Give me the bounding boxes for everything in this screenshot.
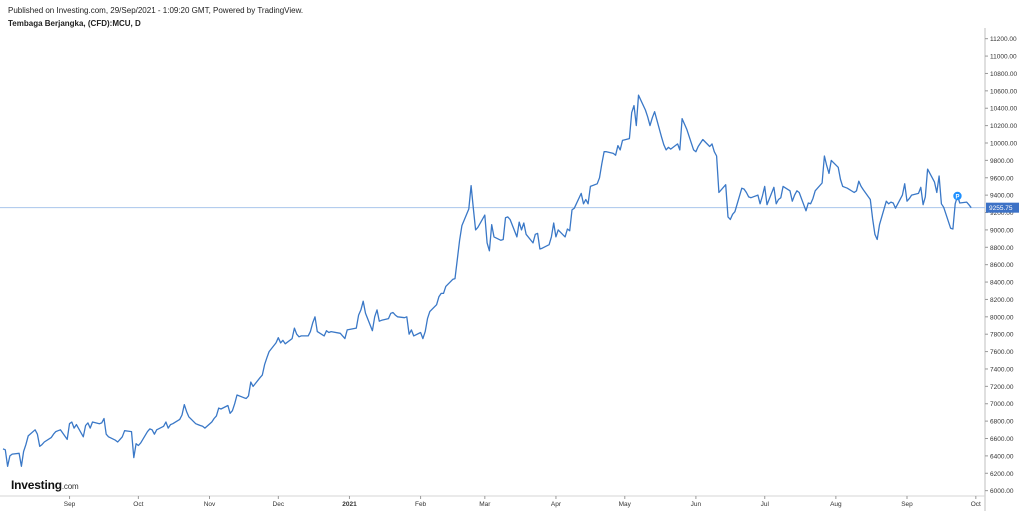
y-tick-label: 9600.00 [990,175,1014,182]
y-tick-label: 8800.00 [990,245,1014,252]
y-tick-label: 6400.00 [990,453,1014,460]
y-tick-label: 7200.00 [990,384,1014,391]
x-tick-label: Sep [64,501,76,508]
x-tick-label: Oct [133,501,143,508]
y-tick-label: 10600.00 [990,88,1017,95]
y-tick-label: 8400.00 [990,280,1014,287]
last-price-badge [986,202,1019,213]
y-axis: 11200.00 11000.00 10800.00 10600.00 10400.00… [984,28,1019,511]
x-axis: Sep Oct Nov Dec 2021 Feb Mar Apr May Jun Jul Aug Sep… [0,495,985,508]
x-tick-label: Dec [273,501,285,508]
investing-logo: Investing.com [11,478,79,492]
price-series-line [2,94,972,467]
y-tick-label: 8200.00 [990,297,1014,304]
y-tick-label: 10000.00 [990,140,1017,147]
event-marker [953,191,962,201]
logo-main: Investing [11,478,62,492]
y-tick-label: 10800.00 [990,71,1017,78]
x-tick-label: Aug [830,501,842,508]
x-tick-label: Feb [415,501,427,508]
x-tick-label: May [619,501,632,508]
symbol-title: Tembaga Berjangka, (CFD):MCU, D [8,19,141,28]
x-tick-label: Apr [551,501,562,508]
y-tick-label: 10400.00 [990,106,1017,113]
y-tick-label: 7800.00 [990,332,1014,339]
y-tick-label: 6000.00 [990,488,1014,495]
y-tick-label: 9800.00 [990,158,1014,165]
event-marker-label: P [955,194,959,200]
logo-suffix: .com [61,482,79,491]
y-tick-label: 8000.00 [990,314,1014,321]
x-tick-label: Jun [691,501,702,508]
y-tick-label: 11000.00 [990,54,1017,61]
y-tick-label: 6800.00 [990,419,1014,426]
y-tick-label: 7400.00 [990,366,1014,373]
y-tick-label: 11200.00 [990,36,1017,43]
x-tick-label: Mar [479,501,491,508]
x-tick-label: 2021 [342,501,357,508]
plot-area: P [0,94,985,467]
y-tick-label: 9200.00 [990,210,1014,217]
y-tick-label: 8600.00 [990,262,1014,269]
x-tick-label: Nov [204,501,216,508]
x-tick-label: Sep [901,501,913,508]
chart-header: Published on Investing.com, 29/Sep/2021 … [8,5,303,30]
y-tick-label: 9400.00 [990,193,1014,200]
y-tick-label: 6600.00 [990,436,1014,443]
x-tick-label: Jul [761,501,770,508]
y-tick-label: 10200.00 [990,123,1017,130]
published-note: Published on Investing.com, 29/Sep/2021 … [8,6,304,15]
y-tick-label: 6200.00 [990,471,1014,478]
y-tick-label: 7000.00 [990,401,1014,408]
y-tick-label: 9000.00 [990,227,1014,234]
y-tick-label: 7600.00 [990,349,1014,356]
last-price-label: 9255.75 [989,205,1013,212]
x-tick-label: Oct [971,501,981,508]
